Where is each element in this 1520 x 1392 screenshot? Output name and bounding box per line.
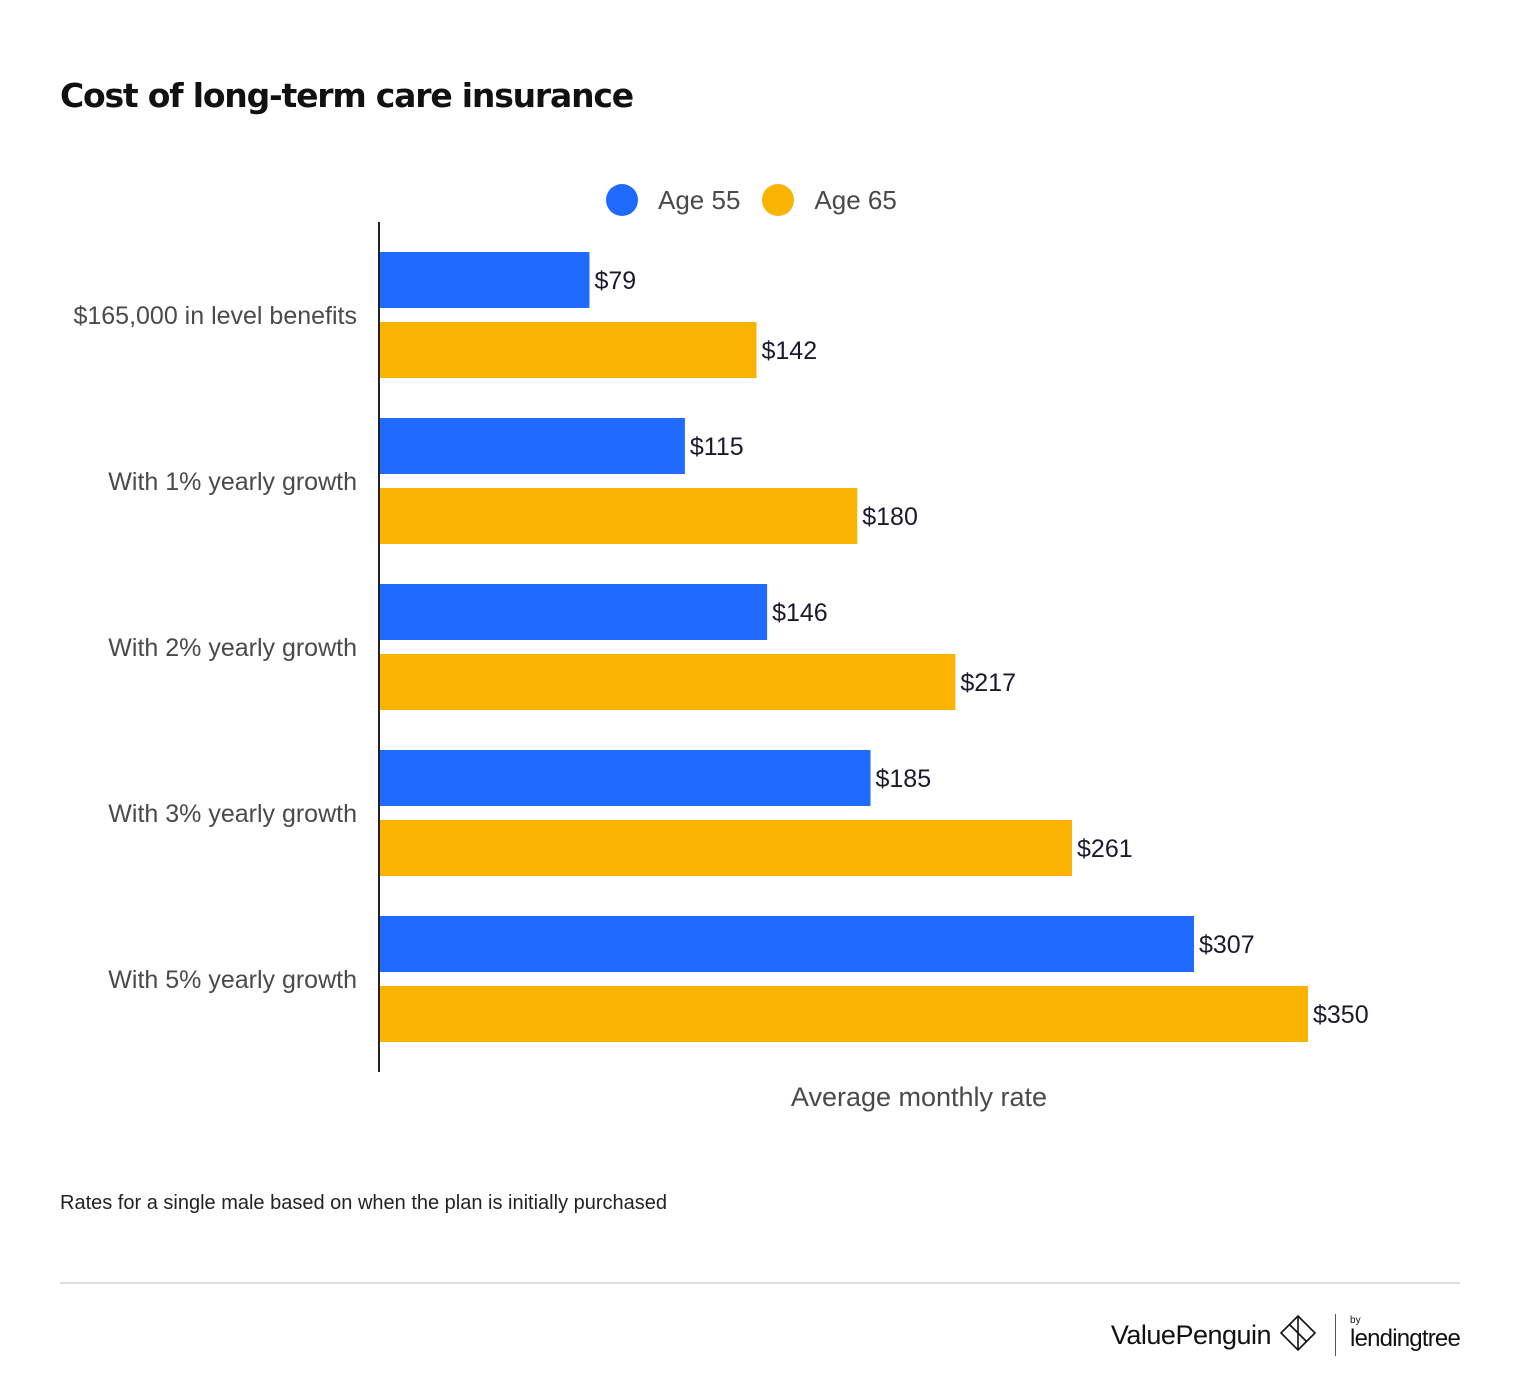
legend-item-age-65: Age 65	[762, 184, 897, 216]
category-label-5: With 5% yearly growth	[108, 966, 357, 994]
bar-age-65-1	[380, 322, 757, 378]
bar-age-55-2	[380, 418, 685, 474]
category-label-4: With 3% yearly growth	[108, 800, 357, 828]
value-label-age-65-1: $142	[762, 337, 818, 365]
value-label-age-55-5: $307	[1199, 931, 1255, 959]
value-label-age-55-2: $115	[690, 433, 744, 461]
category-label-1: $165,000 in level benefits	[73, 302, 357, 330]
value-label-age-55-1: $79	[594, 267, 636, 295]
bar-age-65-2	[380, 488, 858, 544]
legend-swatch-age-55	[606, 184, 638, 216]
legend-label-age-65: Age 65	[814, 184, 897, 215]
brand-by-text: by	[1350, 1315, 1361, 1326]
valuepenguin-wordmark: ValuePenguin	[1110, 1319, 1272, 1350]
category-label-3: With 2% yearly growth	[108, 634, 357, 662]
value-label-age-65-2: $180	[862, 503, 918, 531]
chart-title: Cost of long-term care insurance	[60, 76, 634, 115]
bar-age-55-3	[380, 584, 768, 640]
value-label-age-65-5: $350	[1313, 1001, 1369, 1029]
bar-age-55-4	[380, 750, 871, 806]
value-label-age-65-3: $217	[960, 669, 1016, 697]
logo-separator	[1335, 1314, 1337, 1356]
brand-logo: ValuePenguin by lendingtree	[1110, 1312, 1461, 1358]
footnote: Rates for a single male based on when th…	[60, 1192, 668, 1214]
legend-item-age-55: Age 55	[606, 184, 740, 216]
x-axis-label: Average monthly rate	[790, 1082, 1048, 1112]
bar-age-55-5	[380, 916, 1194, 972]
category-label-2: With 1% yearly growth	[108, 468, 357, 496]
bar-age-65-3	[380, 654, 956, 710]
valuepenguin-mark-icon	[1279, 1314, 1317, 1357]
value-label-age-65-4: $261	[1077, 835, 1133, 863]
bar-age-65-5	[380, 986, 1308, 1042]
chart-legend: Age 55 Age 65	[606, 180, 919, 220]
lendingtree-wordmark: lendingtree	[1350, 1325, 1461, 1352]
legend-label-age-55: Age 55	[658, 184, 741, 215]
footer-divider	[60, 1282, 1460, 1284]
legend-swatch-age-65	[762, 184, 795, 216]
lendingtree-logo: by lendingtree	[1350, 1315, 1461, 1353]
value-label-age-55-4: $185	[876, 765, 932, 793]
value-label-age-55-3: $146	[772, 599, 828, 627]
bar-age-55-1	[380, 252, 590, 308]
bar-age-65-4	[380, 820, 1073, 876]
